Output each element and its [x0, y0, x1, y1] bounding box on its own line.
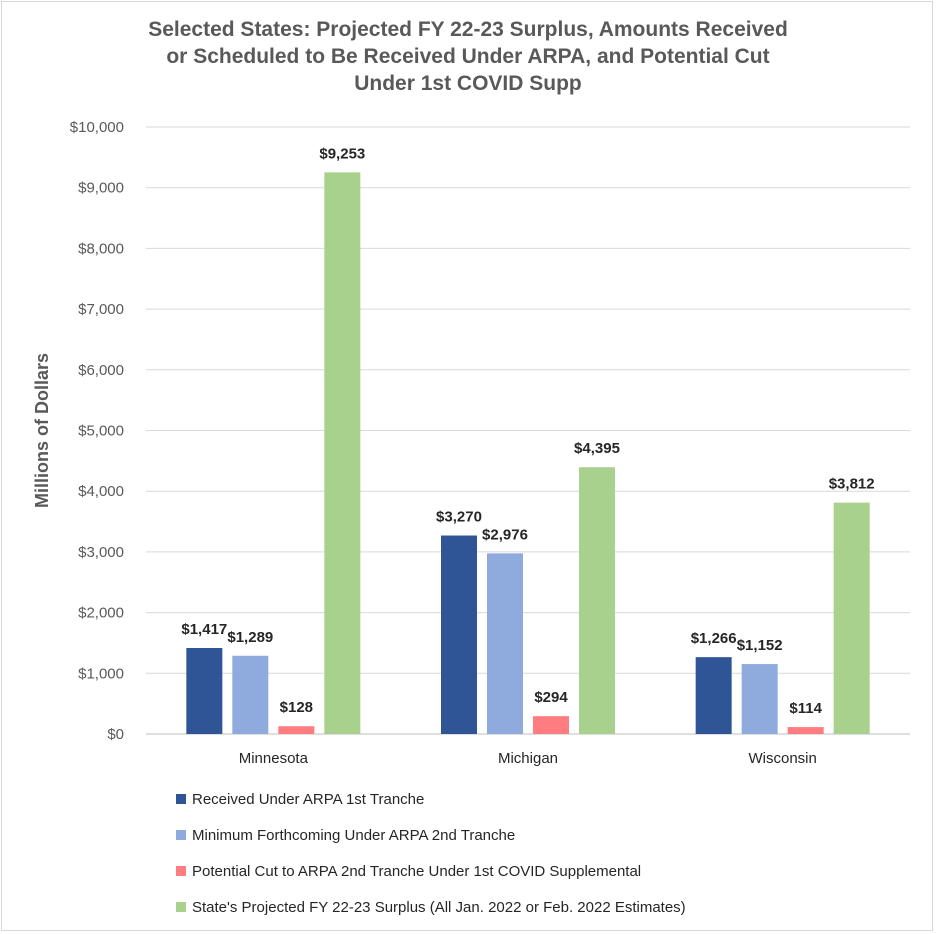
y-tick-label: $2,000	[78, 605, 124, 622]
legend-label: Potential Cut to ARPA 2nd Tranche Under …	[192, 862, 642, 880]
x-tick-label: Michigan	[498, 750, 558, 767]
y-axis-title: Millions of Dollars	[32, 353, 52, 508]
legend-label: Minimum Forthcoming Under ARPA 2nd Tranc…	[192, 826, 516, 844]
bar	[533, 716, 569, 734]
y-tick-label: $4,000	[78, 483, 124, 500]
chart-title-line-3: Under 1st COVID Supp	[354, 72, 582, 95]
bar	[186, 647, 223, 734]
chart-title-line-2: or Scheduled to Be Received Under ARPA, …	[166, 45, 770, 68]
legend-swatch	[176, 866, 186, 876]
legend-item: Received Under ARPA 1st Tranche	[176, 786, 686, 812]
chart-title: Selected States: Projected FY 22-23 Surp…	[60, 16, 876, 97]
legend-label: State's Projected FY 22-23 Surplus (All …	[192, 898, 686, 916]
data-label: $128	[280, 699, 313, 716]
legend-item: Minimum Forthcoming Under ARPA 2nd Tranc…	[176, 822, 686, 848]
data-label: $114	[789, 700, 822, 717]
chart-legend: Received Under ARPA 1st Tranche Minimum F…	[176, 786, 686, 930]
data-label: $1,152	[737, 637, 783, 654]
data-label: $1,417	[181, 621, 227, 638]
bar	[741, 664, 778, 734]
bar	[324, 172, 361, 734]
data-label: $1,266	[691, 630, 737, 647]
x-tick-label: Wisconsin	[748, 750, 816, 767]
data-label: $3,270	[436, 509, 482, 526]
legend-label: Received Under ARPA 1st Tranche	[192, 790, 425, 808]
data-label: $1,289	[227, 629, 273, 646]
y-tick-label: $3,000	[78, 544, 124, 561]
data-label: $4,395	[574, 440, 620, 457]
y-tick-label: $10,000	[70, 119, 124, 136]
y-tick-label: $7,000	[78, 301, 124, 318]
y-tick-label: $6,000	[78, 362, 124, 379]
data-label: $3,812	[829, 476, 875, 493]
data-label: $294	[534, 689, 568, 706]
bar	[787, 727, 824, 734]
y-tick-label: $9,000	[78, 180, 124, 197]
legend-item: Potential Cut to ARPA 2nd Tranche Under …	[176, 858, 686, 884]
bar	[579, 467, 615, 734]
bar	[487, 553, 523, 734]
bar	[232, 655, 269, 734]
y-tick-label: $1,000	[78, 665, 124, 682]
x-tick-label: Minnesota	[239, 750, 309, 767]
data-label: $9,253	[319, 145, 365, 162]
legend-swatch	[176, 794, 186, 804]
y-tick-label: $5,000	[78, 423, 124, 440]
y-tick-label: $0	[107, 726, 124, 743]
y-tick-label: $8,000	[78, 240, 124, 257]
bar	[278, 726, 315, 734]
bar	[695, 657, 732, 734]
chart-title-line-1: Selected States: Projected FY 22-23 Surp…	[148, 18, 788, 41]
bar	[441, 535, 477, 734]
legend-swatch	[176, 902, 186, 912]
legend-item: State's Projected FY 22-23 Surplus (All …	[176, 894, 686, 920]
bar	[833, 502, 870, 734]
data-label: $2,976	[482, 526, 528, 543]
legend-swatch	[176, 830, 186, 840]
